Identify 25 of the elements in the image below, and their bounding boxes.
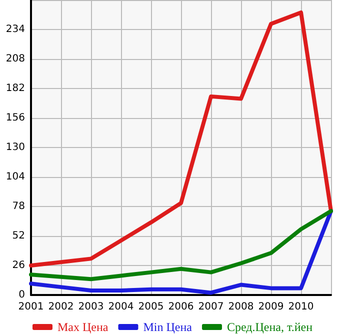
x-tick-label: 2010 (288, 302, 314, 312)
x-tick-label: 2006 (168, 302, 194, 312)
y-tick-label: 208 (6, 54, 25, 64)
x-tick-label: 2007 (198, 302, 224, 312)
x-tick-label: 2002 (48, 302, 74, 312)
legend-label: Min Цена (143, 320, 193, 334)
x-tick-label: 2008 (228, 302, 254, 312)
y-tick-label: 52 (12, 230, 25, 242)
x-tick-label: 2005 (138, 302, 164, 312)
legend-label: Max Цена (57, 320, 109, 334)
y-tick-label: 156 (6, 112, 25, 124)
x-tick-label: 2004 (108, 302, 134, 312)
y-tick-label: 0 (18, 290, 25, 300)
line-series (29, 10, 333, 268)
y-tick-label: 78 (12, 201, 25, 212)
x-tick-label: 2001 (18, 302, 44, 312)
y-tick-label: 130 (6, 142, 25, 153)
y-tick-label: 26 (12, 260, 25, 271)
x-tick-label: 2003 (78, 302, 104, 312)
y-tick-label: 234 (6, 24, 25, 35)
x-tick-label: 2009 (258, 302, 284, 312)
y-tick-label: 104 (6, 172, 25, 182)
y-tick-label: 182 (6, 83, 25, 94)
line-series (29, 209, 333, 282)
legend-label: Сред.Цена, т.йен (226, 320, 314, 334)
